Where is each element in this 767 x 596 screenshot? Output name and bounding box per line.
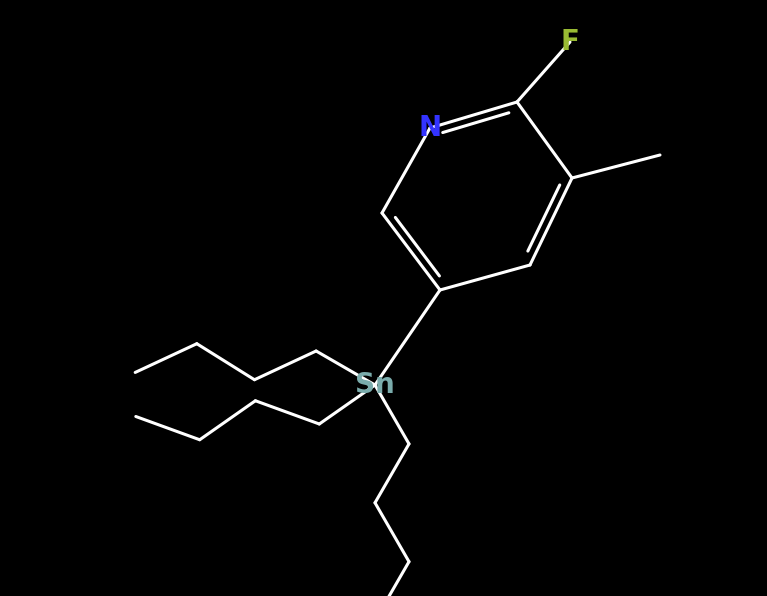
Text: F: F [561, 28, 579, 56]
Text: Sn: Sn [355, 371, 395, 399]
Text: N: N [419, 114, 442, 142]
